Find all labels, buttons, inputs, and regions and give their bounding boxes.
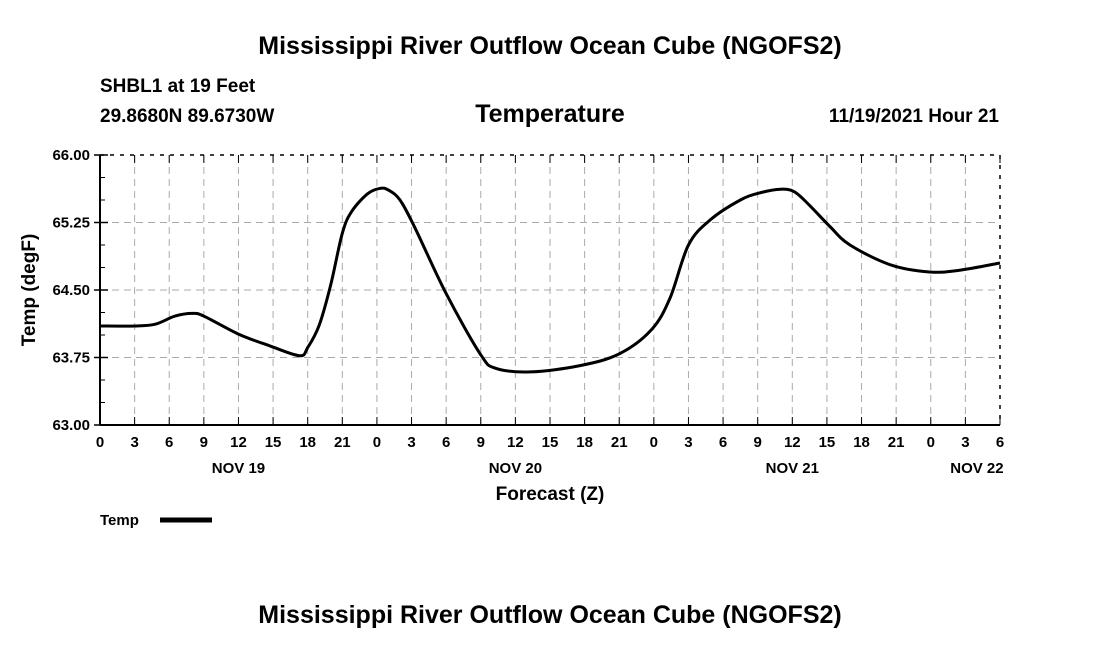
x-tick-label: 3 xyxy=(130,434,138,451)
footer-title: Mississippi River Outflow Ocean Cube (NG… xyxy=(258,601,842,629)
x-tick-label: 21 xyxy=(888,434,905,451)
x-tick-label: 0 xyxy=(96,434,104,451)
x-tick-label: 3 xyxy=(407,434,415,451)
x-tick-label: 6 xyxy=(996,434,1004,451)
date-label: NOV 22 xyxy=(950,460,1003,477)
x-tick-label: 3 xyxy=(684,434,692,451)
x-tick-label: 21 xyxy=(611,434,628,451)
x-tick-label: 3 xyxy=(961,434,969,451)
y-tick-label: 66.00 xyxy=(52,147,90,164)
legend-label: Temp xyxy=(100,512,139,529)
x-tick-label: 6 xyxy=(442,434,450,451)
chart-title: Mississippi River Outflow Ocean Cube (NG… xyxy=(258,32,842,60)
x-tick-label: 21 xyxy=(334,434,351,451)
x-tick-label: 12 xyxy=(784,434,801,451)
location-label: 29.8680N 89.6730W xyxy=(100,106,275,127)
x-tick-label: 12 xyxy=(230,434,247,451)
y-tick-label: 65.25 xyxy=(52,215,90,232)
y-tick-label: 63.75 xyxy=(52,350,90,367)
station-label: SHBL1 at 19 Feet xyxy=(100,76,256,97)
x-tick-label: 6 xyxy=(165,434,173,451)
x-tick-label: 0 xyxy=(927,434,935,451)
x-tick-label: 0 xyxy=(650,434,658,451)
variable-title: Temperature xyxy=(475,100,625,128)
x-tick-label: 18 xyxy=(576,434,593,451)
y-tick-label: 64.50 xyxy=(52,282,90,299)
y-tick-label: 63.00 xyxy=(52,417,90,434)
x-tick-label: 15 xyxy=(819,434,836,451)
y-axis-label: Temp (degF) xyxy=(19,234,40,347)
x-tick-label: 6 xyxy=(719,434,727,451)
x-tick-label: 9 xyxy=(477,434,485,451)
datetime-label: 11/19/2021 Hour 21 xyxy=(828,106,999,127)
date-label: NOV 21 xyxy=(766,460,819,477)
date-label: NOV 19 xyxy=(212,460,265,477)
x-tick-label: 18 xyxy=(853,434,870,451)
x-tick-label: 9 xyxy=(754,434,762,451)
x-axis-label: Forecast (Z) xyxy=(496,484,605,505)
x-tick-label: 18 xyxy=(299,434,316,451)
x-tick-label: 0 xyxy=(373,434,381,451)
date-label: NOV 20 xyxy=(489,460,542,477)
x-tick-label: 9 xyxy=(200,434,208,451)
x-tick-label: 12 xyxy=(507,434,524,451)
x-tick-label: 15 xyxy=(542,434,559,451)
x-tick-label: 15 xyxy=(265,434,282,451)
series-line-temp xyxy=(99,186,1001,374)
